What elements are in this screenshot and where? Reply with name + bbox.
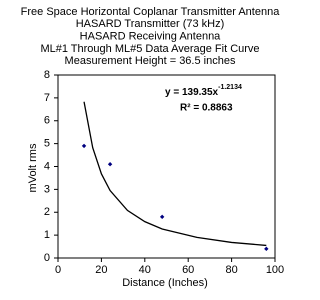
y-tick-label: 5: [44, 138, 50, 150]
chart-title: HASARD Transmitter (73 kHz): [76, 18, 225, 30]
chart-title: Free Space Horizontal Coplanar Transmitt…: [21, 6, 281, 18]
y-tick-label: 1: [44, 229, 50, 241]
chart-title: Measurement Height = 36.5 inches: [65, 55, 236, 67]
chart-title: ML#1 Through ML#5 Data Average Fit Curve: [40, 43, 259, 55]
data-point: [264, 246, 269, 252]
x-tick-label: 40: [139, 264, 151, 276]
y-tick-label: 2: [44, 206, 50, 218]
y-tick-label: 7: [44, 92, 50, 104]
x-tick-label: 100: [266, 264, 284, 276]
equation-exponent: -1.2134: [218, 84, 242, 91]
trendline: [83, 101, 267, 247]
data-point: [81, 143, 87, 149]
data-point: [107, 162, 113, 167]
y-tick-label: 0: [44, 252, 50, 264]
x-axis-label: Distance (Inches): [122, 277, 208, 289]
chart-title: HASARD Receiving Antenna: [80, 31, 222, 43]
y-tick-label: 4: [44, 160, 50, 172]
x-tick-label: 80: [225, 264, 237, 276]
data-point: [159, 214, 165, 220]
fit-equation: y = 139.35x-1.2134: [165, 84, 242, 98]
x-tick-label: 60: [182, 264, 194, 276]
chart: y = 139.35x-1.2134 R² = 0.8863 Distance …: [21, 6, 285, 289]
y-axis-label: mVolt rms: [27, 143, 39, 192]
x-tick-label: 0: [55, 264, 61, 276]
y-tick-label: 8: [44, 69, 50, 81]
x-tick-label: 20: [95, 264, 107, 276]
r-squared: R² = 0.8863: [180, 103, 233, 114]
y-tick-label: 6: [44, 115, 50, 127]
equation-base: y = 139.35x: [165, 87, 219, 98]
y-tick-label: 3: [44, 183, 50, 195]
